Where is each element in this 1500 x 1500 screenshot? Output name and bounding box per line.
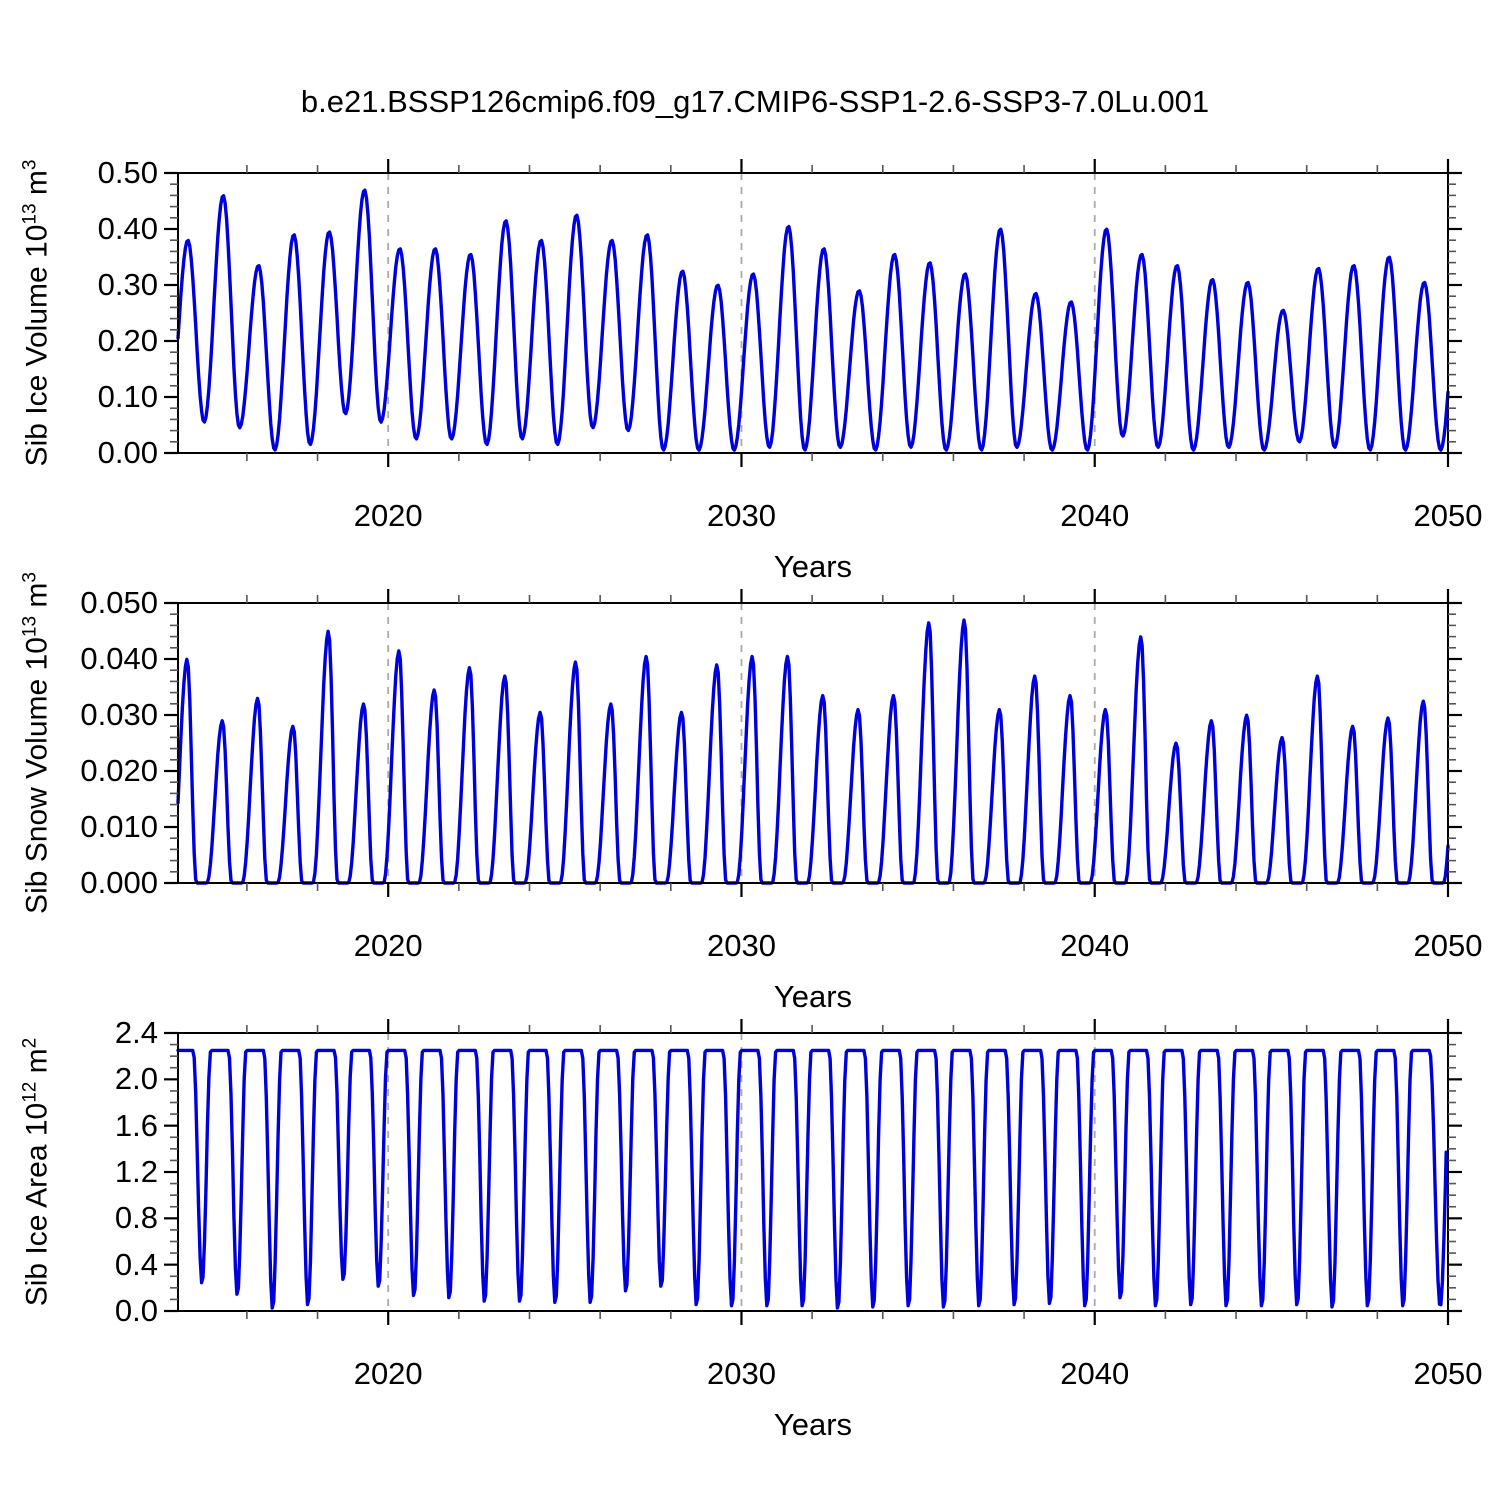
- chart-title: b.e21.BSSP126cmip6.f09_g17.CMIP6-SSP1-2.…: [300, 84, 1210, 119]
- panel-3-series-line: [176, 1048, 1448, 1310]
- panel-3-y-tick-label-0.8: 0.8: [114, 1200, 158, 1236]
- y-axis-title-text: Sib Ice Volume 10: [20, 224, 54, 467]
- panel-2-series-line: [176, 618, 1450, 885]
- panel-2-frame: [177, 602, 1449, 884]
- x-axis-title-panel-3: Years: [773, 1407, 853, 1442]
- panel-1-series-line: [176, 188, 1450, 452]
- panel-1-y-tick-label-0.20: 0.20: [97, 323, 158, 358]
- y-axis-title-text: m: [20, 1048, 54, 1082]
- y-axis-title-ice-volume: Sib Ice Volume 1013 m3: [20, 160, 55, 467]
- panel-2-x-tick-label-2040: 2040: [1060, 928, 1130, 963]
- panel-1-x-tick-label-2020: 2020: [353, 498, 423, 533]
- panel-1-y-tick-label-0.40: 0.40: [97, 211, 158, 246]
- x-axis-title-panel-2: Years: [773, 979, 853, 1014]
- panel-2-y-tick-label-0.040: 0.040: [80, 641, 158, 676]
- panel-1-y-tick-label-0.30: 0.30: [97, 267, 158, 302]
- panel-2-x-tick-label-2020: 2020: [353, 928, 423, 963]
- y-axis-title-superscript: 12: [19, 1081, 41, 1103]
- y-axis-title-superscript: 2: [19, 1037, 41, 1049]
- panel-3-x-tick-label-2030: 2030: [706, 1356, 776, 1391]
- panel-3-y-tick-label-1.6: 1.6: [114, 1107, 158, 1143]
- panel-1-frame: [177, 172, 1449, 454]
- panel-3-x-tick-label-2040: 2040: [1060, 1356, 1130, 1391]
- panel-1-y-tick-label-0.10: 0.10: [97, 379, 158, 414]
- panel-3-y-tick-label-0.4: 0.4: [114, 1246, 158, 1282]
- panel-1-y-tick-label-0.00: 0.00: [97, 435, 158, 470]
- y-axis-title-superscript: 3: [19, 572, 41, 583]
- panel-2-x-tick-label-2030: 2030: [706, 928, 776, 963]
- panel-3-y-tick-label-2.0: 2.0: [114, 1061, 158, 1097]
- y-axis-title-ice-area: Sib Ice Area 1012 m2: [20, 1038, 55, 1307]
- panel-3-x-tick-label-2050: 2050: [1413, 1356, 1483, 1391]
- y-axis-title-superscript: 13: [19, 203, 41, 225]
- panel-1-y-tick-label-0.50: 0.50: [97, 155, 158, 190]
- y-axis-title-superscript: 3: [19, 159, 41, 171]
- panel-2-x-tick-label-2050: 2050: [1413, 928, 1483, 963]
- panel-2-y-tick-label-0.000: 0.000: [80, 865, 158, 900]
- y-axis-title-text: m: [20, 582, 54, 616]
- panel-1-x-tick-label-2040: 2040: [1060, 498, 1130, 533]
- panel-1-x-tick-label-2050: 2050: [1413, 498, 1483, 533]
- panel-3-y-tick-label-0.0: 0.0: [114, 1293, 158, 1328]
- panel-2-y-tick-label-0.010: 0.010: [80, 809, 158, 844]
- panel-3-y-tick-label-1.2: 1.2: [114, 1154, 158, 1189]
- panel-3-y-tick-label-2.4: 2.4: [114, 1015, 158, 1050]
- y-axis-title-snow-volume: Sib Snow Volume 1013 m3: [20, 572, 55, 914]
- panel-2-y-tick-label-0.050: 0.050: [80, 585, 158, 620]
- y-axis-title-superscript: 13: [19, 615, 41, 638]
- y-axis-title-text: Sib Ice Area 10: [20, 1102, 54, 1307]
- y-axis-title-text: m: [20, 170, 54, 204]
- panel-1-x-tick-label-2030: 2030: [706, 498, 776, 533]
- panel-2-y-tick-label-0.030: 0.030: [80, 697, 158, 732]
- x-axis-title-panel-1: Years: [773, 549, 853, 584]
- panel-3-x-tick-label-2020: 2020: [353, 1356, 423, 1391]
- y-axis-title-text: Sib Snow Volume 10: [20, 637, 54, 914]
- panel-2-y-tick-label-0.020: 0.020: [80, 753, 158, 788]
